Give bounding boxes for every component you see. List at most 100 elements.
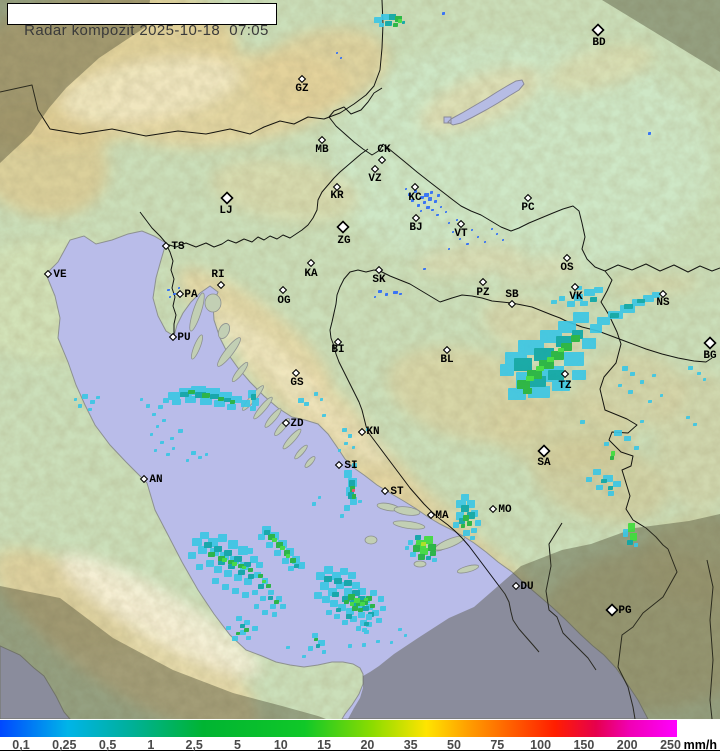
city-label-BL: BL xyxy=(440,354,454,366)
echo-cell xyxy=(348,644,352,648)
echo-cell xyxy=(152,413,156,416)
city-label-MO: MO xyxy=(498,504,512,516)
city-diamond-GZ xyxy=(297,74,307,84)
echo-cell xyxy=(248,574,254,579)
city-label-GZ: GZ xyxy=(295,83,309,95)
echo-cell xyxy=(244,628,249,632)
echo-cell xyxy=(640,380,644,384)
echo-cell xyxy=(250,556,258,563)
echo-cell xyxy=(169,296,171,298)
echo-cell xyxy=(514,358,532,371)
echo-cell xyxy=(214,546,222,552)
echo-cell xyxy=(344,470,352,478)
city-label-PU: PU xyxy=(177,332,190,344)
echo-cell xyxy=(430,551,436,556)
echo-cell xyxy=(167,289,170,291)
echo-cell xyxy=(526,376,534,381)
city-label-OS: OS xyxy=(560,262,574,274)
echo-cell xyxy=(452,231,454,233)
colorbar-gradient xyxy=(0,720,677,737)
echo-cell xyxy=(312,633,318,638)
echo-cell xyxy=(198,546,207,554)
city-diamond-GS xyxy=(291,368,301,378)
echo-cell xyxy=(262,580,266,583)
echo-cell xyxy=(608,491,614,496)
echo-cell xyxy=(340,514,344,518)
echo-cell xyxy=(376,640,380,643)
city-label-DU: DU xyxy=(520,581,533,593)
echo-cell xyxy=(402,21,405,24)
echo-cell xyxy=(364,622,369,626)
echo-cell xyxy=(178,429,183,433)
echo-cell xyxy=(146,404,150,408)
echo-cell xyxy=(354,598,360,603)
echo-cell xyxy=(282,558,289,564)
echo-cell xyxy=(580,301,588,306)
echo-cell xyxy=(88,408,92,411)
echo-cell xyxy=(437,194,440,197)
echo-cell xyxy=(628,390,633,394)
echo-cell xyxy=(471,528,477,533)
echo-cell xyxy=(411,199,414,202)
city-label-PC: PC xyxy=(521,202,535,214)
city-diamond-ZG xyxy=(336,220,350,234)
echo-cell xyxy=(238,570,245,575)
country-borders xyxy=(0,0,720,719)
echo-cell xyxy=(78,404,82,408)
echo-cell xyxy=(618,384,622,387)
echo-cell xyxy=(385,293,388,296)
echo-cell xyxy=(551,300,557,304)
city-label-NS: NS xyxy=(656,297,670,309)
echo-cell xyxy=(459,238,461,240)
echo-cell xyxy=(648,400,652,403)
echo-cell xyxy=(593,469,601,475)
echo-cell xyxy=(442,12,445,15)
city-diamond-MO xyxy=(488,504,498,514)
city-label-KA: KA xyxy=(304,268,318,280)
echo-cell xyxy=(226,626,231,630)
echo-cell xyxy=(370,604,375,608)
echo-cell xyxy=(643,295,654,302)
echo-cell xyxy=(348,434,352,438)
echo-cell xyxy=(196,564,203,570)
echo-cell xyxy=(326,610,332,615)
echo-cell xyxy=(408,193,411,196)
city-label-OG: OG xyxy=(277,295,291,307)
echo-cell xyxy=(324,576,332,582)
scale-label: 2,5 xyxy=(185,738,203,751)
echo-cell xyxy=(571,335,580,342)
echo-cell xyxy=(198,456,202,459)
echo-cell xyxy=(366,614,372,620)
city-diamond-VE xyxy=(43,269,53,279)
echo-cell xyxy=(185,396,196,403)
echo-cell xyxy=(590,297,597,302)
echo-cell xyxy=(448,222,450,224)
echo-cell xyxy=(508,388,526,400)
echo-cell xyxy=(222,558,227,562)
echo-cell xyxy=(614,430,622,436)
echo-cell xyxy=(258,574,263,578)
echo-cell xyxy=(348,572,356,579)
echo-cell xyxy=(82,394,88,399)
echo-cell xyxy=(172,399,181,405)
city-label-MA: MA xyxy=(435,510,449,522)
echo-cell xyxy=(580,420,585,424)
echo-cell xyxy=(242,592,249,598)
echo-cell xyxy=(567,301,575,307)
echo-cell xyxy=(378,290,382,293)
out-of-range-overlay xyxy=(0,0,720,719)
echo-cell xyxy=(405,188,407,190)
echo-cell xyxy=(613,481,621,487)
echo-cell xyxy=(426,556,431,560)
scale-label: 200 xyxy=(616,738,638,751)
echo-cell xyxy=(322,414,326,417)
echo-cell xyxy=(559,296,565,301)
title-box: Radar kompozit 2025-10-18 07:05 xyxy=(7,3,277,39)
echo-cell xyxy=(266,542,273,548)
echo-cell xyxy=(652,292,660,298)
echo-cell xyxy=(461,524,465,528)
echo-cell xyxy=(334,614,340,619)
city-diamond-TS xyxy=(161,241,171,251)
echo-cell xyxy=(417,204,420,207)
echo-cell xyxy=(250,406,256,411)
